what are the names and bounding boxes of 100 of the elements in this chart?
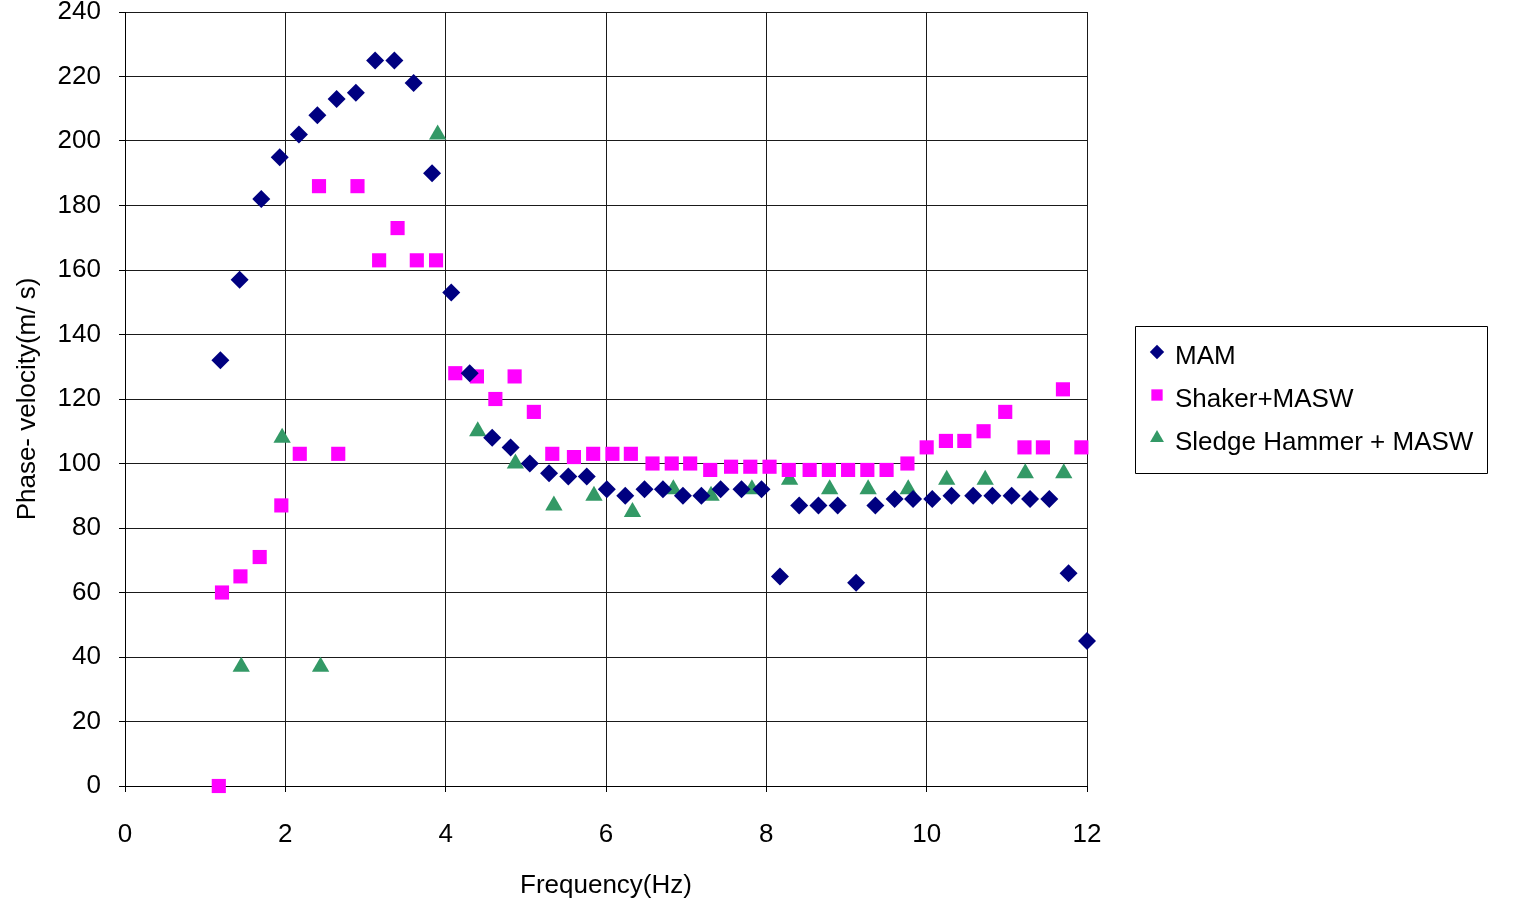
point: [623, 446, 638, 461]
point: [762, 459, 777, 474]
point: [942, 486, 961, 505]
x-tick-label: 12: [1072, 818, 1102, 849]
point: [1002, 486, 1021, 505]
point: [998, 404, 1013, 419]
point: [545, 446, 560, 461]
point: [331, 446, 346, 461]
point: [866, 496, 885, 515]
point: [938, 433, 953, 448]
x-tick-label: 6: [598, 818, 614, 849]
point: [366, 51, 385, 70]
y-tick-label: 180: [57, 188, 101, 219]
point: [577, 467, 596, 486]
point: [540, 464, 559, 483]
point: [1035, 440, 1050, 455]
point: [559, 467, 578, 486]
point: [732, 480, 751, 499]
y-tick-label: 120: [57, 382, 101, 413]
point: [428, 253, 444, 268]
point: [423, 164, 442, 183]
point: [752, 480, 771, 499]
point: [983, 486, 1002, 505]
point: [904, 489, 923, 508]
point: [1017, 440, 1032, 455]
point: [841, 462, 856, 478]
point: [520, 454, 539, 473]
point: [723, 459, 739, 474]
point: [483, 428, 502, 447]
point: [385, 51, 404, 70]
point: [586, 446, 601, 461]
x-axis-title: Frequency(Hz): [520, 868, 692, 899]
legend-label: Sledge Hammer + MASW: [1175, 426, 1474, 457]
point: [616, 486, 635, 505]
y-tick-label: 240: [57, 0, 101, 26]
y-tick-label: 100: [57, 446, 101, 477]
point: [460, 364, 479, 383]
y-tick-label: 200: [57, 124, 101, 155]
y-tick-label: 80: [72, 511, 101, 542]
point: [923, 489, 942, 508]
point: [274, 498, 289, 513]
point: [673, 486, 692, 505]
point: [1040, 489, 1059, 508]
point: [743, 459, 758, 474]
x-tick-label: 0: [117, 818, 133, 849]
point: [292, 446, 307, 461]
point: [770, 567, 789, 586]
point: [327, 90, 346, 109]
point: [809, 496, 828, 515]
point: [703, 462, 718, 478]
y-tick-label: 220: [57, 59, 101, 90]
x-tick-label: 10: [912, 818, 942, 849]
legend-label: Shaker+MASW: [1175, 383, 1354, 414]
x-tick-label: 4: [438, 818, 453, 849]
point: [566, 449, 581, 465]
point: [683, 456, 698, 471]
legend-label: MAM: [1175, 340, 1236, 371]
point: [1078, 631, 1096, 650]
point: [802, 462, 817, 478]
point: [790, 496, 809, 515]
point: [860, 462, 875, 478]
point: [828, 496, 847, 515]
point: [664, 456, 679, 471]
point: [311, 179, 327, 194]
y-tick-label: 40: [72, 640, 101, 671]
point: [233, 569, 248, 584]
y-tick-label: 160: [57, 253, 101, 284]
point: [885, 489, 904, 508]
point: [404, 73, 423, 92]
point: [448, 366, 463, 381]
point: [488, 391, 503, 407]
point: [270, 148, 289, 167]
point: [501, 438, 520, 457]
point: [230, 270, 249, 289]
y-tick-label: 140: [57, 317, 101, 348]
point: [821, 462, 836, 478]
point: [645, 456, 660, 471]
y-axis-title: Phase- velocity(m/ s): [10, 277, 41, 521]
point: [308, 106, 327, 125]
point: [900, 456, 915, 471]
point: [252, 190, 271, 209]
x-tick-label: 8: [759, 818, 774, 849]
point: [211, 778, 226, 794]
point: [957, 433, 972, 448]
point: [976, 424, 991, 439]
point: [289, 125, 308, 144]
point: [442, 283, 461, 302]
point: [692, 486, 711, 505]
point: [847, 573, 866, 592]
point: [1021, 489, 1040, 508]
point: [507, 369, 522, 384]
point: [1059, 564, 1078, 583]
point: [526, 404, 541, 419]
point: [390, 221, 405, 236]
point: [214, 585, 230, 600]
point: [879, 462, 894, 478]
x-tick-label: 2: [278, 818, 293, 849]
y-tick-label: 60: [72, 575, 101, 606]
point: [711, 480, 730, 499]
point: [919, 440, 934, 455]
